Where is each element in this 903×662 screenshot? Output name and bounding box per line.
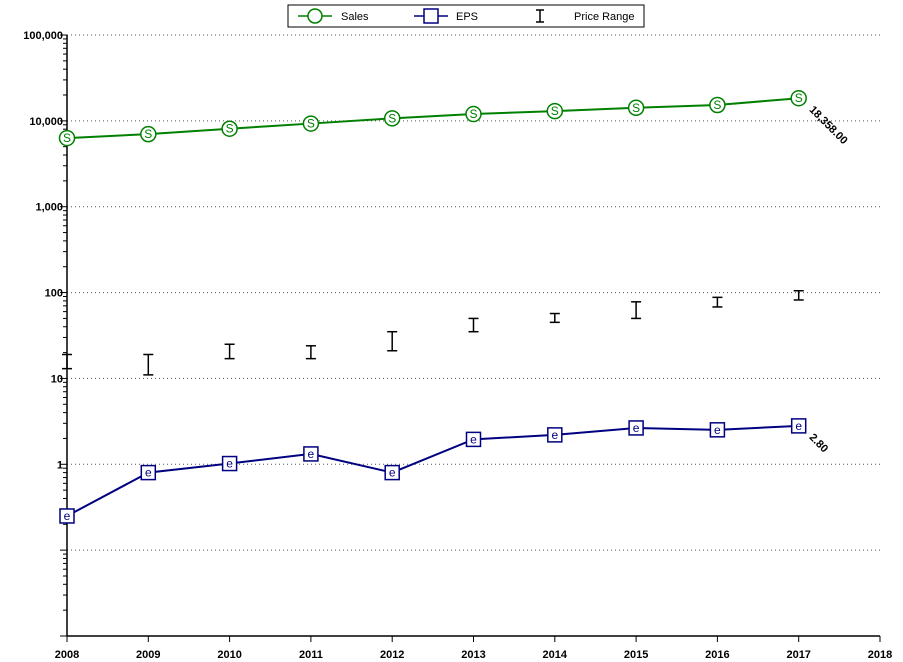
data-point: e [384, 464, 400, 481]
svg-text:S: S [632, 101, 640, 115]
data-point: S [465, 105, 482, 123]
svg-text:e: e [308, 447, 315, 461]
svg-text:e: e [714, 423, 721, 437]
data-point: e [59, 508, 75, 524]
price-range-bar [224, 343, 235, 360]
legend-range-bar-icon [536, 9, 544, 23]
y-tick-label: 10,000 [29, 116, 63, 128]
x-tick-label: 2017 [786, 649, 810, 661]
data-point: e [547, 427, 563, 443]
data-point: e [790, 418, 807, 434]
price-range-bar [143, 353, 154, 376]
svg-text:e: e [795, 419, 802, 433]
price-range-bar [712, 296, 723, 308]
data-point: e [221, 455, 238, 472]
price-range-bar [549, 312, 560, 324]
data-point: S [140, 125, 157, 143]
x-tick-label: 2012 [380, 649, 404, 661]
price-range-bar [305, 345, 316, 360]
data-point: S [302, 115, 320, 132]
data-point: S [546, 102, 564, 120]
data-point: e [140, 464, 157, 481]
data-point: S [709, 96, 726, 114]
svg-text:S: S [226, 122, 234, 136]
price-range-bars [62, 290, 804, 376]
data-point: e [303, 446, 319, 462]
y-tick-label: 100 [45, 288, 63, 300]
legend-sales-circle-icon [307, 8, 323, 24]
price-range-bar [62, 353, 72, 370]
x-tick-label: 2011 [299, 649, 323, 661]
data-point: S [383, 110, 401, 127]
data-point: S [627, 99, 645, 117]
x-axis-ticks: 2008 2009 2010 2011 2012 2013 2014 2015 2016 2017… [55, 636, 892, 661]
data-point: e [628, 420, 644, 436]
svg-text:S: S [469, 107, 477, 121]
x-tick-label: 2018 [868, 649, 892, 661]
svg-text:e: e [226, 457, 233, 471]
y-tick-label: 100,000 [23, 30, 63, 42]
legend-sales-label: Sales [341, 11, 369, 23]
svg-text:S: S [795, 91, 803, 105]
price-range-bar [793, 290, 804, 301]
data-point: S [790, 89, 807, 107]
legend-price-range-label: Price Range [574, 11, 635, 23]
y-axis-ticks: 100,000 10,000 1,000 100 10 1 [23, 30, 67, 637]
svg-text:S: S [144, 127, 152, 141]
price-range-bar [468, 317, 479, 333]
series-line [66, 97, 799, 140]
data-point: e [709, 422, 726, 438]
x-tick-label: 2016 [705, 649, 729, 661]
svg-text:S: S [551, 104, 559, 118]
svg-text:e: e [470, 432, 477, 446]
x-tick-label: 2014 [543, 649, 568, 661]
svg-text:e: e [551, 428, 558, 442]
y-tick-label: 10 [51, 373, 63, 385]
svg-text:e: e [145, 466, 152, 480]
legend-item-eps: EPS [414, 8, 478, 24]
svg-text:e: e [64, 509, 71, 523]
legend-box [287, 4, 645, 28]
svg-text:S: S [63, 131, 71, 145]
legend: Sales EPS Price Range [287, 4, 645, 28]
data-point: e [465, 431, 482, 448]
x-tick-label: 2010 [217, 649, 241, 661]
svg-text:e: e [633, 421, 640, 435]
svg-text:S: S [713, 98, 721, 112]
svg-text:S: S [307, 117, 315, 131]
y-tick-label: 1,000 [35, 202, 63, 214]
price-range-bar [631, 301, 642, 320]
legend-item-sales: Sales [298, 8, 369, 24]
x-tick-label: 2015 [624, 649, 648, 661]
svg-text:e: e [389, 466, 396, 480]
x-tick-label: 2009 [136, 649, 160, 661]
legend-item-price-range: Price Range [536, 9, 635, 23]
legend-eps-label: EPS [456, 11, 478, 23]
data-point: S [221, 120, 238, 137]
series-line [66, 424, 799, 517]
svg-text:S: S [388, 111, 396, 125]
x-tick-label: 2008 [55, 649, 79, 661]
legend-eps-square-icon [423, 8, 439, 24]
x-tick-label: 2013 [461, 649, 485, 661]
y-tick-label: 1 [57, 459, 63, 471]
data-point: S [58, 129, 76, 147]
price-range-bar [387, 330, 398, 352]
